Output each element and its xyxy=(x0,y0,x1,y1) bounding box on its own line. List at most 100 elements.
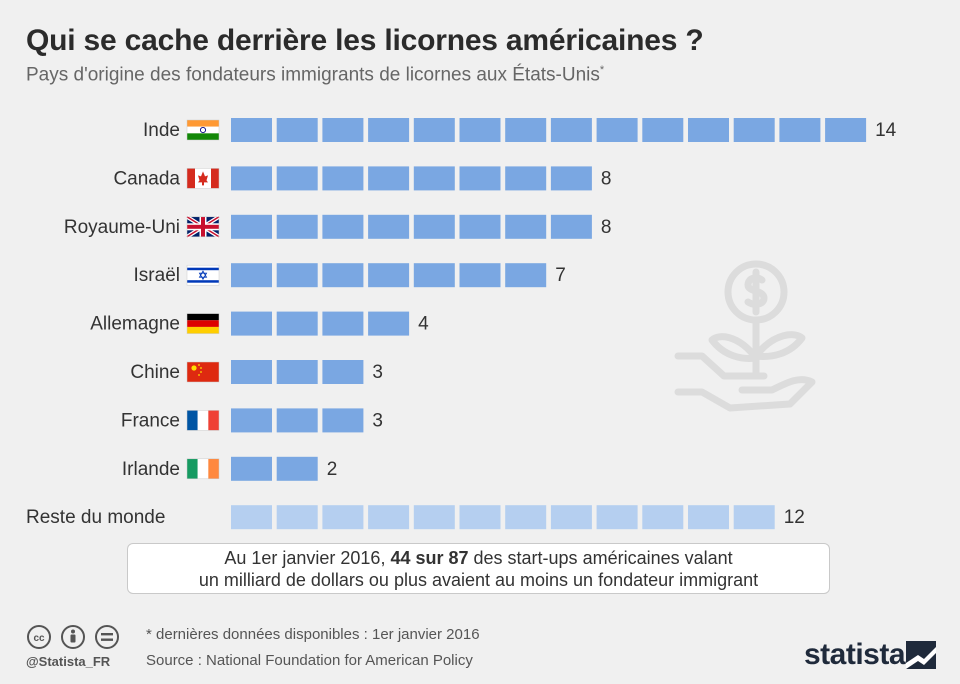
money-plant-icon xyxy=(674,260,816,412)
flag-israel-icon xyxy=(186,264,220,286)
bar-segment xyxy=(368,166,410,191)
bar-segment xyxy=(276,166,318,191)
bar-segment xyxy=(459,214,501,239)
bar-segment xyxy=(688,118,729,142)
bar-segment xyxy=(413,263,455,288)
bar-segment xyxy=(322,360,364,384)
bar-segment xyxy=(642,505,684,530)
source-line: Source : National Foundation for America… xyxy=(146,652,473,669)
bar-segment xyxy=(550,505,592,530)
bar xyxy=(231,360,364,384)
bar-segment xyxy=(413,166,455,191)
value-label: 3 xyxy=(372,410,383,431)
bar-segment xyxy=(276,214,318,239)
bar xyxy=(231,214,592,239)
bar-chart: Inde 14 Canada 8 Royaume-Uni 8 Israël 7 Allemagn… xyxy=(26,118,897,530)
category-label: Inde xyxy=(143,120,180,141)
bar-segment xyxy=(322,263,364,288)
summary-note-line1: Au 1er janvier 2016, 44 sur 87 des start… xyxy=(128,547,829,569)
bar-segment xyxy=(413,214,455,239)
bar xyxy=(231,263,547,288)
category-label: Reste du monde xyxy=(26,507,165,528)
summary-note-text: Au 1er janvier 2016, xyxy=(224,548,391,568)
bar-segment xyxy=(231,118,272,142)
category-label: Royaume-Uni xyxy=(64,217,180,238)
bar xyxy=(231,505,775,530)
bar-segment xyxy=(276,505,318,530)
bar-segment xyxy=(596,118,638,142)
bar-segment xyxy=(505,505,547,530)
bar-segment xyxy=(368,214,410,239)
bar-segment xyxy=(231,505,272,530)
bar-segment xyxy=(276,360,318,384)
bar-segment xyxy=(459,166,501,191)
social-handle[interactable]: @Statista_FR xyxy=(26,654,111,669)
category-label: Allemagne xyxy=(90,314,180,335)
statista-logo-mark-icon xyxy=(906,641,936,669)
bar-segment xyxy=(368,263,410,288)
statista-logo[interactable]: statista xyxy=(804,638,906,671)
bar-segment xyxy=(276,118,318,142)
bar-segment xyxy=(322,214,364,239)
subtitle-footnote-mark: * xyxy=(599,64,605,76)
chart-title: Qui se cache derrière les licornes améri… xyxy=(26,24,704,57)
bar-segment xyxy=(596,505,638,530)
flag-uk-icon xyxy=(185,215,221,239)
bar-segment xyxy=(368,505,410,530)
bar-segment xyxy=(550,118,592,142)
bar-segment xyxy=(322,408,364,433)
bar xyxy=(231,456,318,481)
bar-segment xyxy=(231,166,272,191)
bar-segment xyxy=(550,214,592,239)
bar-segment xyxy=(733,118,775,142)
bar-segment xyxy=(231,263,272,288)
value-label: 2 xyxy=(327,459,338,480)
summary-note-line2: un milliard de dollars ou plus avaient a… xyxy=(198,570,759,590)
flag-ireland-icon xyxy=(186,458,220,480)
bar xyxy=(231,166,592,191)
bar-segment xyxy=(231,311,272,336)
summary-note-highlight: 44 sur 87 xyxy=(390,548,469,568)
svg-text:cc: cc xyxy=(33,633,45,644)
bar-segment xyxy=(413,118,455,142)
bar-segment xyxy=(825,118,867,142)
bar-segment xyxy=(505,118,547,142)
bar-segment xyxy=(368,118,410,142)
category-label: Chine xyxy=(130,362,180,383)
bar-segment xyxy=(505,263,547,288)
subtitle-text: Pays d'origine des fondateurs immigrants… xyxy=(26,64,600,86)
value-label: 14 xyxy=(875,120,897,141)
summary-note-text: des start-ups américaines valant xyxy=(468,548,733,568)
bar-segment xyxy=(459,505,501,530)
bar-segment xyxy=(459,263,501,288)
bar-segment xyxy=(322,118,364,142)
flag-china-icon xyxy=(186,361,220,383)
bar-segment xyxy=(779,118,821,142)
bar-segment xyxy=(276,311,318,336)
value-label: 4 xyxy=(418,314,429,335)
bar-segment xyxy=(368,311,410,336)
bar-segment xyxy=(505,166,547,191)
bar-segment xyxy=(688,505,729,530)
bar-segment xyxy=(550,166,592,191)
bar-segment xyxy=(413,505,455,530)
value-label: 8 xyxy=(601,217,612,238)
license-icons: cc xyxy=(27,625,119,649)
chart-subtitle: Pays d'origine des fondateurs immigrants… xyxy=(26,64,604,86)
bar-segment xyxy=(322,505,364,530)
flag-germany-icon xyxy=(186,313,220,334)
bar-segment xyxy=(505,214,547,239)
bar-segment xyxy=(276,408,318,433)
category-label: Israël xyxy=(134,265,180,286)
bar-segment xyxy=(276,263,318,288)
value-label: 8 xyxy=(601,168,612,189)
flag-france-icon xyxy=(186,410,220,431)
value-label: 12 xyxy=(784,507,805,528)
bar-segment xyxy=(231,456,272,481)
flag-canada-icon xyxy=(186,168,220,189)
bar-segment xyxy=(276,456,318,481)
bar-segment xyxy=(231,408,272,433)
bar-segment xyxy=(642,118,684,142)
bar-segment xyxy=(322,311,364,336)
summary-note: Au 1er janvier 2016, 44 sur 87 des start… xyxy=(127,543,830,594)
